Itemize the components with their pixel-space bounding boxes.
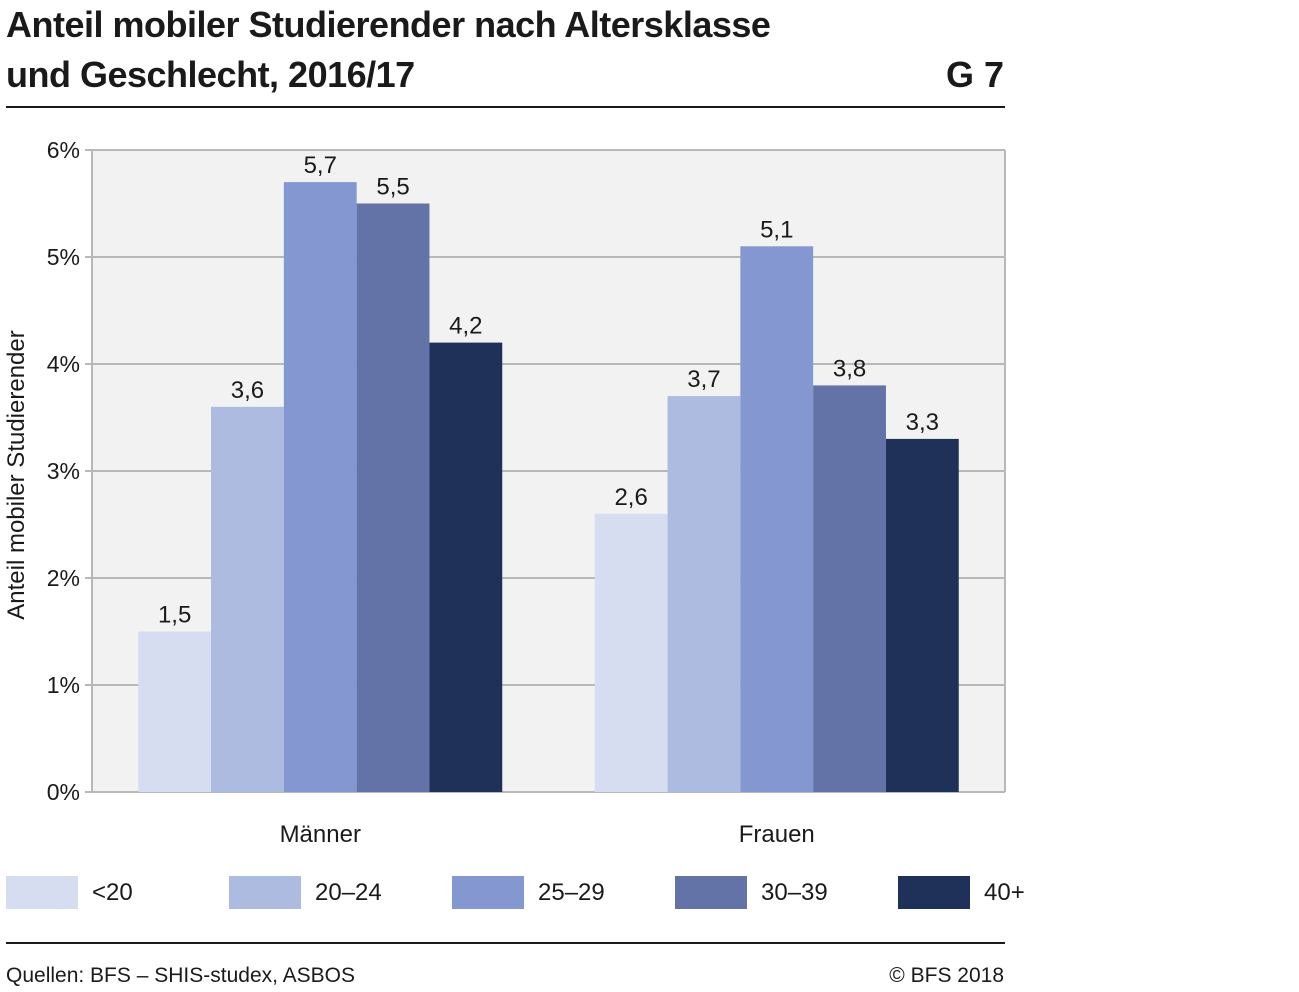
bar bbox=[885, 438, 959, 792]
legend-swatch bbox=[452, 876, 524, 909]
y-tick-label: 1% bbox=[47, 672, 80, 698]
bar bbox=[138, 631, 212, 792]
data-label: 3,3 bbox=[906, 409, 939, 436]
chart-code: G 7 bbox=[945, 54, 1004, 95]
legend-swatch bbox=[675, 876, 747, 909]
header-rule bbox=[6, 106, 1005, 108]
bar bbox=[211, 406, 284, 792]
legend-label: 40+ bbox=[984, 879, 1025, 906]
data-label: 5,5 bbox=[376, 174, 409, 201]
bar bbox=[283, 182, 357, 793]
y-tick-label: 5% bbox=[47, 244, 80, 270]
bar bbox=[594, 513, 668, 792]
bar bbox=[740, 246, 814, 793]
legend-label: 20–24 bbox=[315, 879, 382, 906]
footer-rule bbox=[6, 942, 1005, 944]
data-label: 2,6 bbox=[614, 484, 647, 511]
data-label: 5,7 bbox=[304, 152, 337, 179]
y-tick-label: 4% bbox=[47, 351, 80, 377]
bar bbox=[356, 203, 430, 792]
data-label: 3,8 bbox=[833, 355, 866, 382]
source-note: Quellen: BFS – SHIS-studex, ASBOS bbox=[6, 964, 355, 987]
y-tick-label: 0% bbox=[47, 779, 80, 805]
bar-chart: 0% 1% 2% 3% 4% 5% 6% Anteil mobiler Studierende… bbox=[3, 137, 1006, 848]
data-label: 1,5 bbox=[158, 602, 191, 629]
y-tick-label: 2% bbox=[47, 565, 80, 591]
y-tick-label: 6% bbox=[47, 137, 80, 163]
chart-title: Anteil mobiler Studierender nach Altersk… bbox=[6, 4, 771, 95]
x-category-label: Frauen bbox=[739, 821, 815, 848]
bar bbox=[667, 396, 741, 792]
data-label: 4,2 bbox=[449, 313, 482, 340]
legend-label: 25–29 bbox=[538, 879, 605, 906]
bar bbox=[429, 342, 503, 792]
x-category-label: Männer bbox=[280, 821, 361, 848]
bar bbox=[813, 385, 886, 792]
y-tick-label: 3% bbox=[47, 458, 80, 484]
data-label: 3,7 bbox=[687, 366, 720, 393]
legend-label: 30–39 bbox=[761, 879, 828, 906]
y-axis-label: Anteil mobiler Studierender bbox=[3, 330, 30, 620]
data-label: 5,1 bbox=[760, 216, 793, 243]
legend-swatch bbox=[898, 876, 970, 909]
legend-swatch bbox=[229, 876, 301, 909]
chart-legend: <20 20–24 25–29 30–39 40+ bbox=[6, 874, 1025, 910]
data-label: 3,6 bbox=[231, 377, 264, 404]
copyright: © BFS 2018 bbox=[889, 964, 1004, 987]
legend-swatch bbox=[6, 876, 78, 909]
legend-label: <20 bbox=[92, 879, 133, 906]
